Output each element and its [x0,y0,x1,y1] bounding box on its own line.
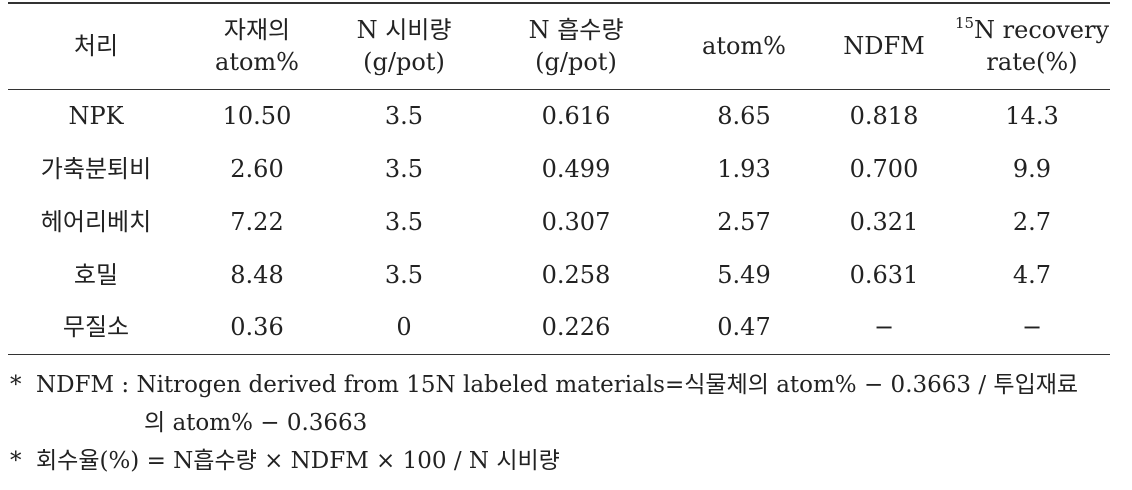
table-row: NPK 10.50 3.5 0.616 8.65 0.818 14.3 [8,89,1110,142]
table-row: 무질소 0.36 0 0.226 0.47 − − [8,301,1110,355]
cell-n-application-rate: 3.5 [384,154,424,183]
cell-atom-percent: 1.93 [717,154,771,183]
footnote-recovery-text: 회수율(%) = N흡수량 × NDFM × 100 / N 시비량 [36,448,560,474]
cell-treatment: 헤어리베치 [40,207,152,236]
cell-recovery-rate: 9.9 [1012,154,1052,183]
table-row: 가축분퇴비 2.60 3.5 0.499 1.93 0.700 9.9 [8,142,1110,195]
cell-ndfm: 0.631 [849,260,919,289]
table-footnotes: * NDFM : Nitrogen derived from 15N labele… [10,366,1120,480]
header-15n-recovery-rate: 15N recovery rate(%) [954,2,1110,90]
cell-n-application-rate: 3.5 [384,207,424,236]
cell-n-uptake: 0.499 [541,154,611,183]
cell-material-atom-percent: 2.60 [230,154,284,183]
cell-ndfm: 0.818 [849,101,919,130]
cell-n-application-rate: 0 [330,301,478,355]
footnote-ndfm: * NDFM : Nitrogen derived from 15N labele… [10,366,1120,404]
cell-material-atom-percent: 7.22 [230,207,284,236]
footnote-recovery: * 회수율(%) = N흡수량 × NDFM × 100 / N 시비량 [10,442,1120,480]
footnote-mark: * [10,448,22,474]
cell-n-uptake: 0.226 [478,301,674,355]
footnote-ndfm-continuation: 의 atom% − 0.3663 [144,410,368,436]
cell-atom-percent: 8.65 [717,101,771,130]
cell-n-application-rate: 3.5 [384,260,424,289]
header-n-application-rate: N 시비량 (g/pot) [330,2,478,90]
cell-material-atom-percent: 0.36 [184,301,330,355]
cell-material-atom-percent: 8.48 [230,260,284,289]
table-header-row: 처리 자재의 atom% N 시비량 (g/pot) N 흡수량 (g/pot)… [8,2,1110,90]
header-atom-percent: atom% [674,2,814,90]
header-treatment: 처리 [8,2,184,90]
cell-recovery-rate: 2.7 [1012,207,1052,236]
cell-treatment: 무질소 [8,301,184,355]
footnote-ndfm-text: NDFM : Nitrogen derived from 15N labeled… [36,372,1079,398]
cell-recovery-rate: − [954,301,1110,355]
table-row: 호밀 8.48 3.5 0.258 5.49 0.631 4.7 [8,248,1110,301]
cell-ndfm: − [814,301,954,355]
cell-treatment: 가축분퇴비 [40,154,152,183]
cell-ndfm: 0.321 [849,207,919,236]
cell-atom-percent: 0.47 [674,301,814,355]
cell-material-atom-percent: 10.50 [222,101,292,130]
cell-atom-percent: 2.57 [717,207,771,236]
isotope-superscript: 15 [954,14,975,33]
cell-n-uptake: 0.258 [541,260,611,289]
nitrogen-recovery-table: 처리 자재의 atom% N 시비량 (g/pot) N 흡수량 (g/pot)… [8,2,1110,355]
cell-treatment: 호밀 [73,260,119,289]
cell-ndfm: 0.700 [849,154,919,183]
cell-treatment: NPK [68,101,124,130]
header-ndfm: NDFM [814,2,954,90]
cell-recovery-rate: 14.3 [1005,101,1059,130]
cell-atom-percent: 5.49 [717,260,771,289]
cell-n-uptake: 0.307 [541,207,611,236]
cell-n-application-rate: 3.5 [384,101,424,130]
header-material-atom-percent: 자재의 atom% [184,2,330,90]
footnote-mark: * [10,372,22,398]
table-row: 헤어리베치 7.22 3.5 0.307 2.57 0.321 2.7 [8,195,1110,248]
header-n-uptake: N 흡수량 (g/pot) [478,2,674,90]
cell-recovery-rate: 4.7 [1012,260,1052,289]
cell-n-uptake: 0.616 [541,101,611,130]
